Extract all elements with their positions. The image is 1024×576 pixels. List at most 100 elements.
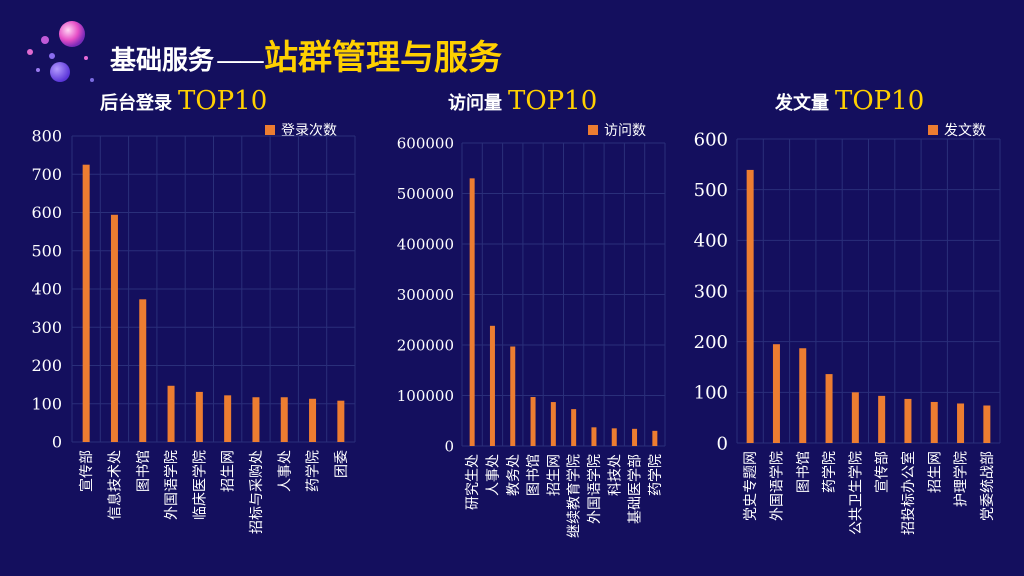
chart-title-en: TOP10 bbox=[835, 86, 925, 116]
legend-label: 访问数 bbox=[604, 123, 646, 139]
x-tick-label: 招生网 bbox=[221, 450, 237, 492]
bar-chart-login: 0 100 200 300 400 500 600 700 800 宣传部 信息技术处 图书馆 外国语学… bbox=[31, 127, 356, 534]
bar bbox=[167, 385, 175, 442]
bar-chart-posts: 0 100 200 300 400 500 600 党史专题网 外国语学院 图书馆 药学院 公共卫生学… bbox=[694, 129, 1001, 535]
chart-title-en: TOP10 bbox=[508, 86, 598, 116]
x-tick-label: 外国语学院 bbox=[587, 454, 603, 524]
chart-legend: 发文数 bbox=[928, 120, 986, 140]
bar bbox=[309, 398, 317, 442]
bar bbox=[878, 395, 886, 443]
chart-panel-visits: 访问量 TOP10 访问数 0 100000 200000 300000 400000 5… bbox=[370, 86, 680, 576]
y-tick-label: 100 bbox=[694, 383, 728, 404]
y-tick-label: 500 bbox=[31, 241, 62, 260]
chart-title-cn: 发文量 bbox=[775, 93, 829, 114]
bar bbox=[983, 405, 991, 443]
bar bbox=[591, 427, 597, 446]
x-tick-label: 公共卫生学院 bbox=[848, 451, 864, 535]
bar bbox=[825, 374, 833, 443]
legend-label: 发文数 bbox=[944, 123, 986, 139]
bar bbox=[930, 401, 938, 443]
bar bbox=[611, 428, 617, 446]
x-tick-label: 药学院 bbox=[306, 450, 322, 492]
x-tick-label: 药学院 bbox=[648, 454, 664, 496]
chart-legend: 访问数 bbox=[588, 120, 646, 140]
page-title: 基础服务 —— 站群管理与服务 bbox=[110, 30, 502, 80]
bar bbox=[957, 403, 965, 443]
y-tick-label: 800 bbox=[31, 127, 62, 146]
x-tick-label: 信息技术处 bbox=[106, 450, 123, 520]
y-tick-label: 300000 bbox=[397, 286, 454, 304]
chart-panel-login: 后台登录 TOP10 登录次数 0 100 200 300 400 500 600 700 80… bbox=[0, 86, 370, 576]
chart-panel-posts: 发文量 TOP10 发文数 0 100 200 300 400 500 600 党史专题网 外国… bbox=[680, 86, 1024, 576]
y-tick-label: 0 bbox=[52, 433, 62, 452]
x-tick-label: 图书馆 bbox=[526, 454, 542, 496]
x-tick-label: 教务处 bbox=[506, 454, 522, 496]
bar bbox=[799, 348, 807, 443]
legend-swatch bbox=[928, 125, 938, 135]
x-tick-label: 党委统战部 bbox=[980, 451, 996, 521]
x-tick-label: 党史专题网 bbox=[743, 451, 759, 521]
legend-label: 登录次数 bbox=[281, 123, 337, 139]
x-tick-label: 团委 bbox=[334, 450, 350, 478]
x-tick-label: 药学院 bbox=[822, 451, 838, 493]
x-tick-label: 图书馆 bbox=[136, 450, 152, 492]
bar bbox=[772, 344, 780, 443]
bar bbox=[489, 325, 495, 446]
bar bbox=[224, 395, 232, 442]
x-tick-label: 人事处 bbox=[277, 450, 293, 492]
bar bbox=[746, 169, 754, 443]
y-tick-label: 700 bbox=[31, 165, 62, 184]
bar bbox=[632, 428, 638, 446]
x-tick-label: 基础医学部 bbox=[627, 454, 644, 524]
y-tick-label: 400000 bbox=[397, 235, 454, 253]
y-tick-label: 200000 bbox=[397, 336, 454, 354]
page-title-sub: 站群管理与服务 bbox=[264, 38, 503, 78]
decorative-bubbles bbox=[27, 21, 94, 82]
bar bbox=[252, 397, 260, 442]
bar-chart-visits: 0 100000 200000 300000 400000 500000 600000 研究生… bbox=[397, 134, 666, 538]
y-tick-label: 600 bbox=[694, 129, 728, 150]
bar bbox=[337, 400, 345, 442]
legend-swatch bbox=[265, 125, 275, 135]
y-tick-label: 400 bbox=[31, 280, 62, 299]
x-tick-label: 宣传部 bbox=[875, 451, 891, 493]
y-tick-label: 100000 bbox=[397, 387, 454, 405]
chart-title-cn: 访问量 bbox=[448, 93, 502, 114]
legend-swatch bbox=[588, 125, 598, 135]
bar bbox=[195, 391, 203, 442]
chart-title-cn: 后台登录 bbox=[100, 93, 172, 114]
x-tick-label: 招生网 bbox=[546, 454, 562, 496]
bar bbox=[510, 346, 516, 446]
bar bbox=[82, 164, 90, 442]
y-tick-label: 300 bbox=[694, 281, 728, 302]
y-tick-label: 0 bbox=[717, 433, 728, 454]
bar bbox=[280, 397, 288, 442]
bar bbox=[139, 299, 147, 442]
y-tick-label: 600 bbox=[31, 203, 62, 222]
bar bbox=[571, 409, 577, 446]
y-tick-label: 200 bbox=[31, 356, 62, 375]
bar bbox=[110, 214, 118, 442]
x-tick-label: 招标与采购处 bbox=[249, 450, 265, 534]
bar bbox=[469, 178, 475, 446]
page-title-main: 基础服务 bbox=[110, 46, 215, 76]
y-tick-label: 500000 bbox=[397, 185, 454, 203]
bar bbox=[904, 398, 912, 443]
x-tick-label: 护理学院 bbox=[954, 451, 970, 507]
y-tick-label: 300 bbox=[31, 318, 62, 337]
y-tick-label: 200 bbox=[694, 332, 728, 353]
x-tick-label: 招生网 bbox=[927, 451, 943, 493]
x-tick-label: 临床医学院 bbox=[192, 450, 208, 520]
x-tick-label: 科技处 bbox=[607, 454, 623, 496]
x-tick-label: 研究生处 bbox=[465, 454, 481, 510]
bar bbox=[652, 430, 658, 446]
x-tick-label: 招投标办公室 bbox=[900, 451, 917, 535]
chart-title: 访问量 TOP10 bbox=[448, 86, 597, 116]
x-tick-label: 图书馆 bbox=[796, 451, 812, 493]
x-tick-label: 人事处 bbox=[485, 454, 501, 496]
chart-title-en: TOP10 bbox=[178, 86, 268, 116]
y-tick-label: 400 bbox=[694, 231, 728, 252]
chart-title: 发文量 TOP10 bbox=[775, 86, 924, 116]
page-title-dash: —— bbox=[216, 46, 265, 76]
chart-title: 后台登录 TOP10 bbox=[100, 86, 267, 116]
